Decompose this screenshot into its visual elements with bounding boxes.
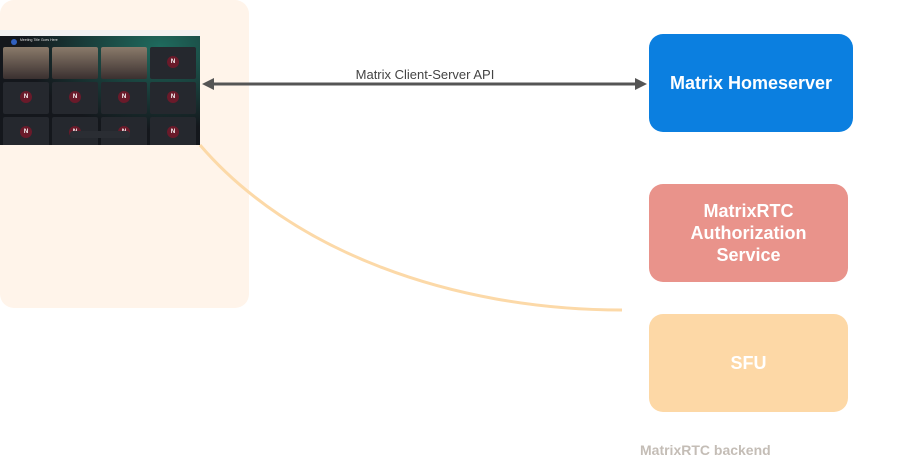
participant-initial: N bbox=[20, 91, 32, 103]
participant-initial: N bbox=[69, 91, 81, 103]
call-controls bbox=[70, 131, 130, 138]
matrixrtc-backend-label: MatrixRTC backend bbox=[640, 442, 771, 458]
auth-label-line: Service bbox=[716, 245, 781, 265]
participant-tile bbox=[3, 47, 49, 79]
matrix-homeserver-box: Matrix Homeserver bbox=[649, 34, 853, 132]
participant-initial: N bbox=[167, 91, 179, 103]
element-call-screenshot: Meeting Title Goes Here NNNNNNNNN bbox=[0, 30, 200, 145]
participant-tile: N bbox=[3, 82, 49, 114]
auth-label-line: MatrixRTC bbox=[703, 201, 794, 221]
participant-initial: N bbox=[20, 126, 32, 138]
room-avatar bbox=[11, 39, 17, 45]
participant-tile: N bbox=[101, 82, 147, 114]
browser-bar bbox=[0, 30, 200, 36]
participant-tile bbox=[52, 47, 98, 79]
client-server-api-label: Matrix Client-Server API bbox=[355, 67, 495, 82]
participant-initial: N bbox=[118, 91, 130, 103]
matrixrtc-authorization-service-box: MatrixRTC Authorization Service bbox=[649, 184, 848, 282]
participant-tile: N bbox=[3, 117, 49, 145]
meeting-title: Meeting Title Goes Here bbox=[20, 38, 58, 42]
participant-tile: N bbox=[150, 47, 196, 79]
participant-initial: N bbox=[167, 126, 179, 138]
participant-tile bbox=[101, 47, 147, 79]
participant-tile: N bbox=[150, 82, 196, 114]
participant-tile: N bbox=[150, 117, 196, 145]
arrowhead-right bbox=[635, 78, 647, 90]
client-sfu-curve bbox=[198, 144, 623, 312]
participant-initial: N bbox=[167, 56, 179, 68]
sfu-box: SFU bbox=[649, 314, 848, 412]
arrowhead-left bbox=[202, 78, 214, 90]
participant-tile: N bbox=[52, 82, 98, 114]
auth-label-line: Authorization bbox=[690, 223, 807, 243]
